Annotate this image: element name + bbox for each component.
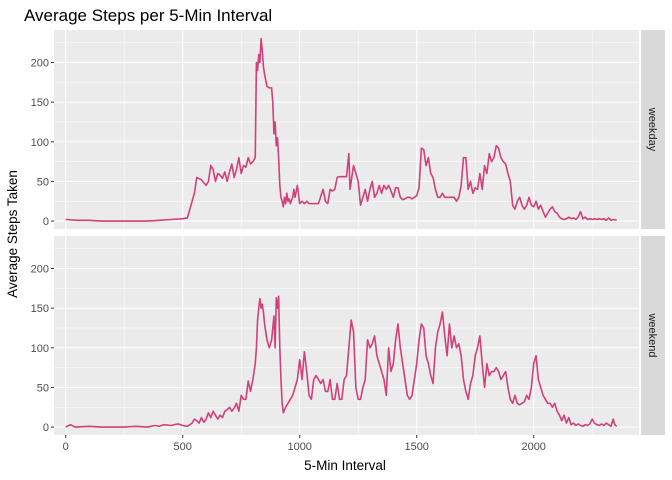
y-tick-label: 0 bbox=[43, 422, 49, 434]
facet-strip-label: weekday bbox=[646, 107, 658, 152]
y-tick-label: 50 bbox=[37, 176, 49, 188]
facet-strip-label: weekend bbox=[646, 312, 658, 357]
panel-background bbox=[54, 236, 639, 435]
x-tick-label: 1500 bbox=[404, 441, 428, 453]
facet-strip bbox=[641, 30, 665, 229]
x-tick-label: 2000 bbox=[521, 441, 545, 453]
y-tick-label: 0 bbox=[43, 216, 49, 228]
y-axis-title: Average Steps Taken bbox=[5, 170, 20, 298]
x-axis-title: 5-Min Interval bbox=[304, 458, 386, 473]
panel-background bbox=[54, 30, 639, 229]
series-line-weekend bbox=[65, 295, 618, 428]
facet-panel-weekend: 0 50 100 150 200 weekend 0 500 1000 1500 2000 bbox=[31, 236, 665, 453]
y-tick-label: 150 bbox=[31, 303, 49, 315]
facet-strip bbox=[641, 236, 665, 435]
x-tick-label: 0 bbox=[63, 441, 69, 453]
y-tick-label: 150 bbox=[31, 97, 49, 109]
y-tick-label: 100 bbox=[31, 343, 49, 355]
x-tick-label: 500 bbox=[174, 441, 192, 453]
facet-panel-weekday: 0 50 100 150 200 weekday bbox=[31, 30, 665, 229]
chart-title: Average Steps per 5-Min Interval bbox=[24, 6, 272, 25]
facet-panels: 0 50 100 150 200 weekday 0 50 100 150 200 weekend 0 5… bbox=[31, 30, 665, 453]
x-tick-label: 1000 bbox=[287, 441, 311, 453]
y-tick-label: 100 bbox=[31, 137, 49, 149]
y-tick-label: 200 bbox=[31, 264, 49, 276]
y-tick-label: 50 bbox=[37, 382, 49, 394]
y-tick-label: 200 bbox=[31, 58, 49, 70]
series-line-weekday bbox=[65, 37, 617, 222]
